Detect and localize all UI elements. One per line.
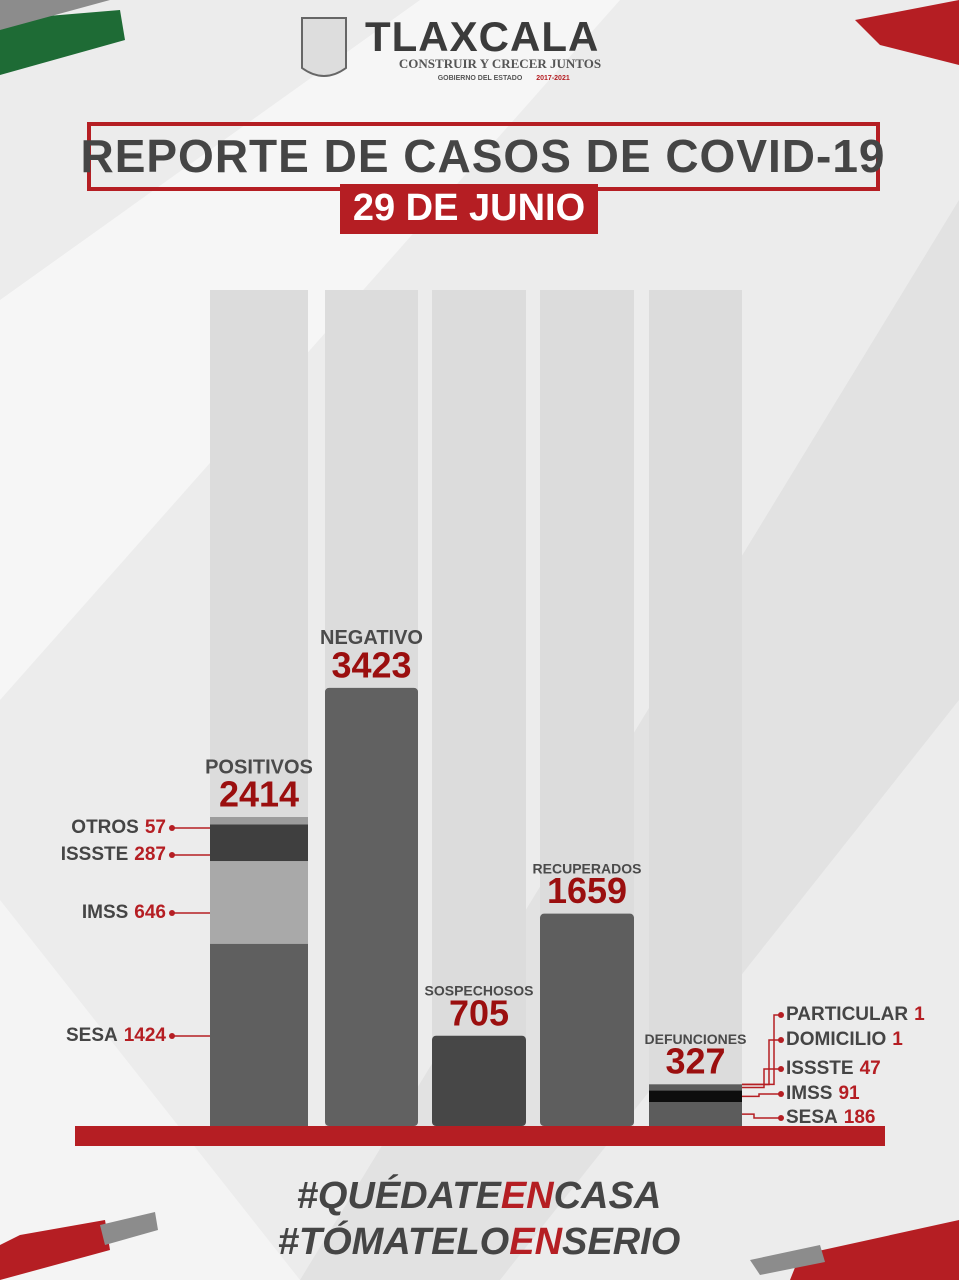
segment-name: IMSS	[786, 1083, 832, 1104]
corner-stripe	[0, 1220, 110, 1280]
segment-label: IMSS 646	[82, 902, 166, 923]
segment-label: PARTICULAR 1	[786, 1004, 925, 1025]
leader-line	[742, 1093, 781, 1098]
bg-shape	[0, 0, 620, 700]
motto: CONSTRUIR Y CRECER JUNTOS	[399, 56, 601, 71]
segment-label: SESA 1424	[66, 1025, 166, 1046]
bar	[325, 687, 418, 1126]
hashtag-part: #QUÉDATE	[297, 1173, 503, 1217]
segment-name: ISSSTE	[61, 844, 129, 865]
bar-segment	[210, 824, 308, 862]
bar	[540, 913, 634, 1126]
leader-line	[742, 1068, 781, 1089]
bar-track	[649, 290, 742, 1126]
bar-segment	[649, 1102, 742, 1126]
segment-label: IMSS 91	[786, 1083, 860, 1104]
segment-name: ISSSTE	[786, 1058, 854, 1079]
leader-dot	[778, 1091, 784, 1097]
segment-value: 287	[134, 844, 166, 865]
corner-stripe	[855, 0, 959, 65]
bar-track	[432, 290, 526, 1126]
corner-stripe	[0, 10, 125, 75]
bg-shape	[0, 900, 300, 1280]
hashtag: #TÓMATELOENSERIO	[278, 1219, 681, 1263]
leader-dot	[169, 825, 175, 831]
segment-label: OTROS 57	[71, 817, 166, 838]
leader-dot	[778, 1012, 784, 1018]
brand: TLAXCALA	[365, 13, 599, 60]
leader-dot	[778, 1037, 784, 1043]
hashtag-part: SERIO	[562, 1221, 680, 1263]
bar-segment	[649, 1084, 742, 1091]
bar-value: 1659	[547, 870, 627, 911]
segment-label: ISSSTE 47	[786, 1058, 881, 1079]
segment-value: 186	[844, 1107, 876, 1128]
bar-segment	[210, 861, 308, 944]
leader-dot	[778, 1066, 784, 1072]
base-bar	[75, 1126, 885, 1146]
bar-value: 705	[449, 992, 509, 1033]
segment-value: 1424	[124, 1025, 167, 1046]
segment-name: SESA	[66, 1025, 118, 1046]
corner-stripe	[790, 1220, 959, 1280]
coat-of-arms	[301, 17, 347, 77]
bar-name: RECUPERADOS	[533, 860, 642, 876]
segment-value: 91	[838, 1083, 860, 1104]
leader-line	[742, 1014, 781, 1086]
segment-value: 1	[892, 1029, 903, 1050]
chart-title: REPORTE DE CASOS DE COVID-19	[80, 130, 885, 182]
subtitle-box	[340, 184, 598, 234]
segment-name: PARTICULAR	[786, 1004, 908, 1025]
segment-label: DOMICILIO 1	[786, 1029, 903, 1050]
bar-name: DEFUNCIONES	[645, 1031, 747, 1047]
bar-value: 327	[665, 1041, 725, 1082]
hashtag-part: EN	[509, 1221, 563, 1263]
footer: #QUÉDATEENCASA#TÓMATELOENSERIO	[278, 1173, 681, 1263]
corner-stripe	[100, 1212, 158, 1245]
leader-dot	[778, 1115, 784, 1121]
hashtag-part: EN	[501, 1175, 555, 1217]
bar-name: POSITIVOS	[205, 756, 313, 778]
bar-name: SOSPECHOSOS	[425, 982, 534, 998]
bar-value: 2414	[219, 774, 299, 815]
segment-value: 646	[134, 902, 166, 923]
government: GOBIERNO DEL ESTADO	[438, 75, 523, 82]
corner-stripe	[750, 1245, 825, 1275]
segment-label: SESA 186	[786, 1107, 875, 1128]
segment-name: OTROS	[71, 817, 139, 838]
hashtag: #QUÉDATEENCASA	[297, 1173, 662, 1217]
bar-name: NEGATIVO	[320, 627, 423, 649]
leader-dot	[169, 1033, 175, 1039]
bar-segment	[649, 1090, 742, 1103]
segment-name: SESA	[786, 1107, 838, 1128]
leader-line	[742, 1113, 781, 1119]
leader-dot	[169, 852, 175, 858]
chart-subtitle: 29 DE JUNIO	[353, 187, 585, 229]
bar-value: 3423	[331, 644, 411, 685]
segment-name: IMSS	[82, 902, 128, 923]
period: 2017-2021	[536, 75, 570, 82]
segment-name: DOMICILIO	[786, 1029, 886, 1050]
hashtag-part: #TÓMATELO	[278, 1219, 510, 1263]
bar-segment	[210, 943, 308, 1126]
segment-label: ISSSTE 287	[61, 844, 166, 865]
corner-stripe	[0, 0, 110, 30]
segment-value: 47	[860, 1058, 881, 1079]
segment-value: 57	[145, 817, 166, 838]
bar	[432, 1035, 526, 1126]
leader-dot	[169, 910, 175, 916]
segment-value: 1	[914, 1004, 925, 1025]
hashtag-part: CASA	[554, 1175, 662, 1217]
bar-segment	[210, 817, 308, 825]
